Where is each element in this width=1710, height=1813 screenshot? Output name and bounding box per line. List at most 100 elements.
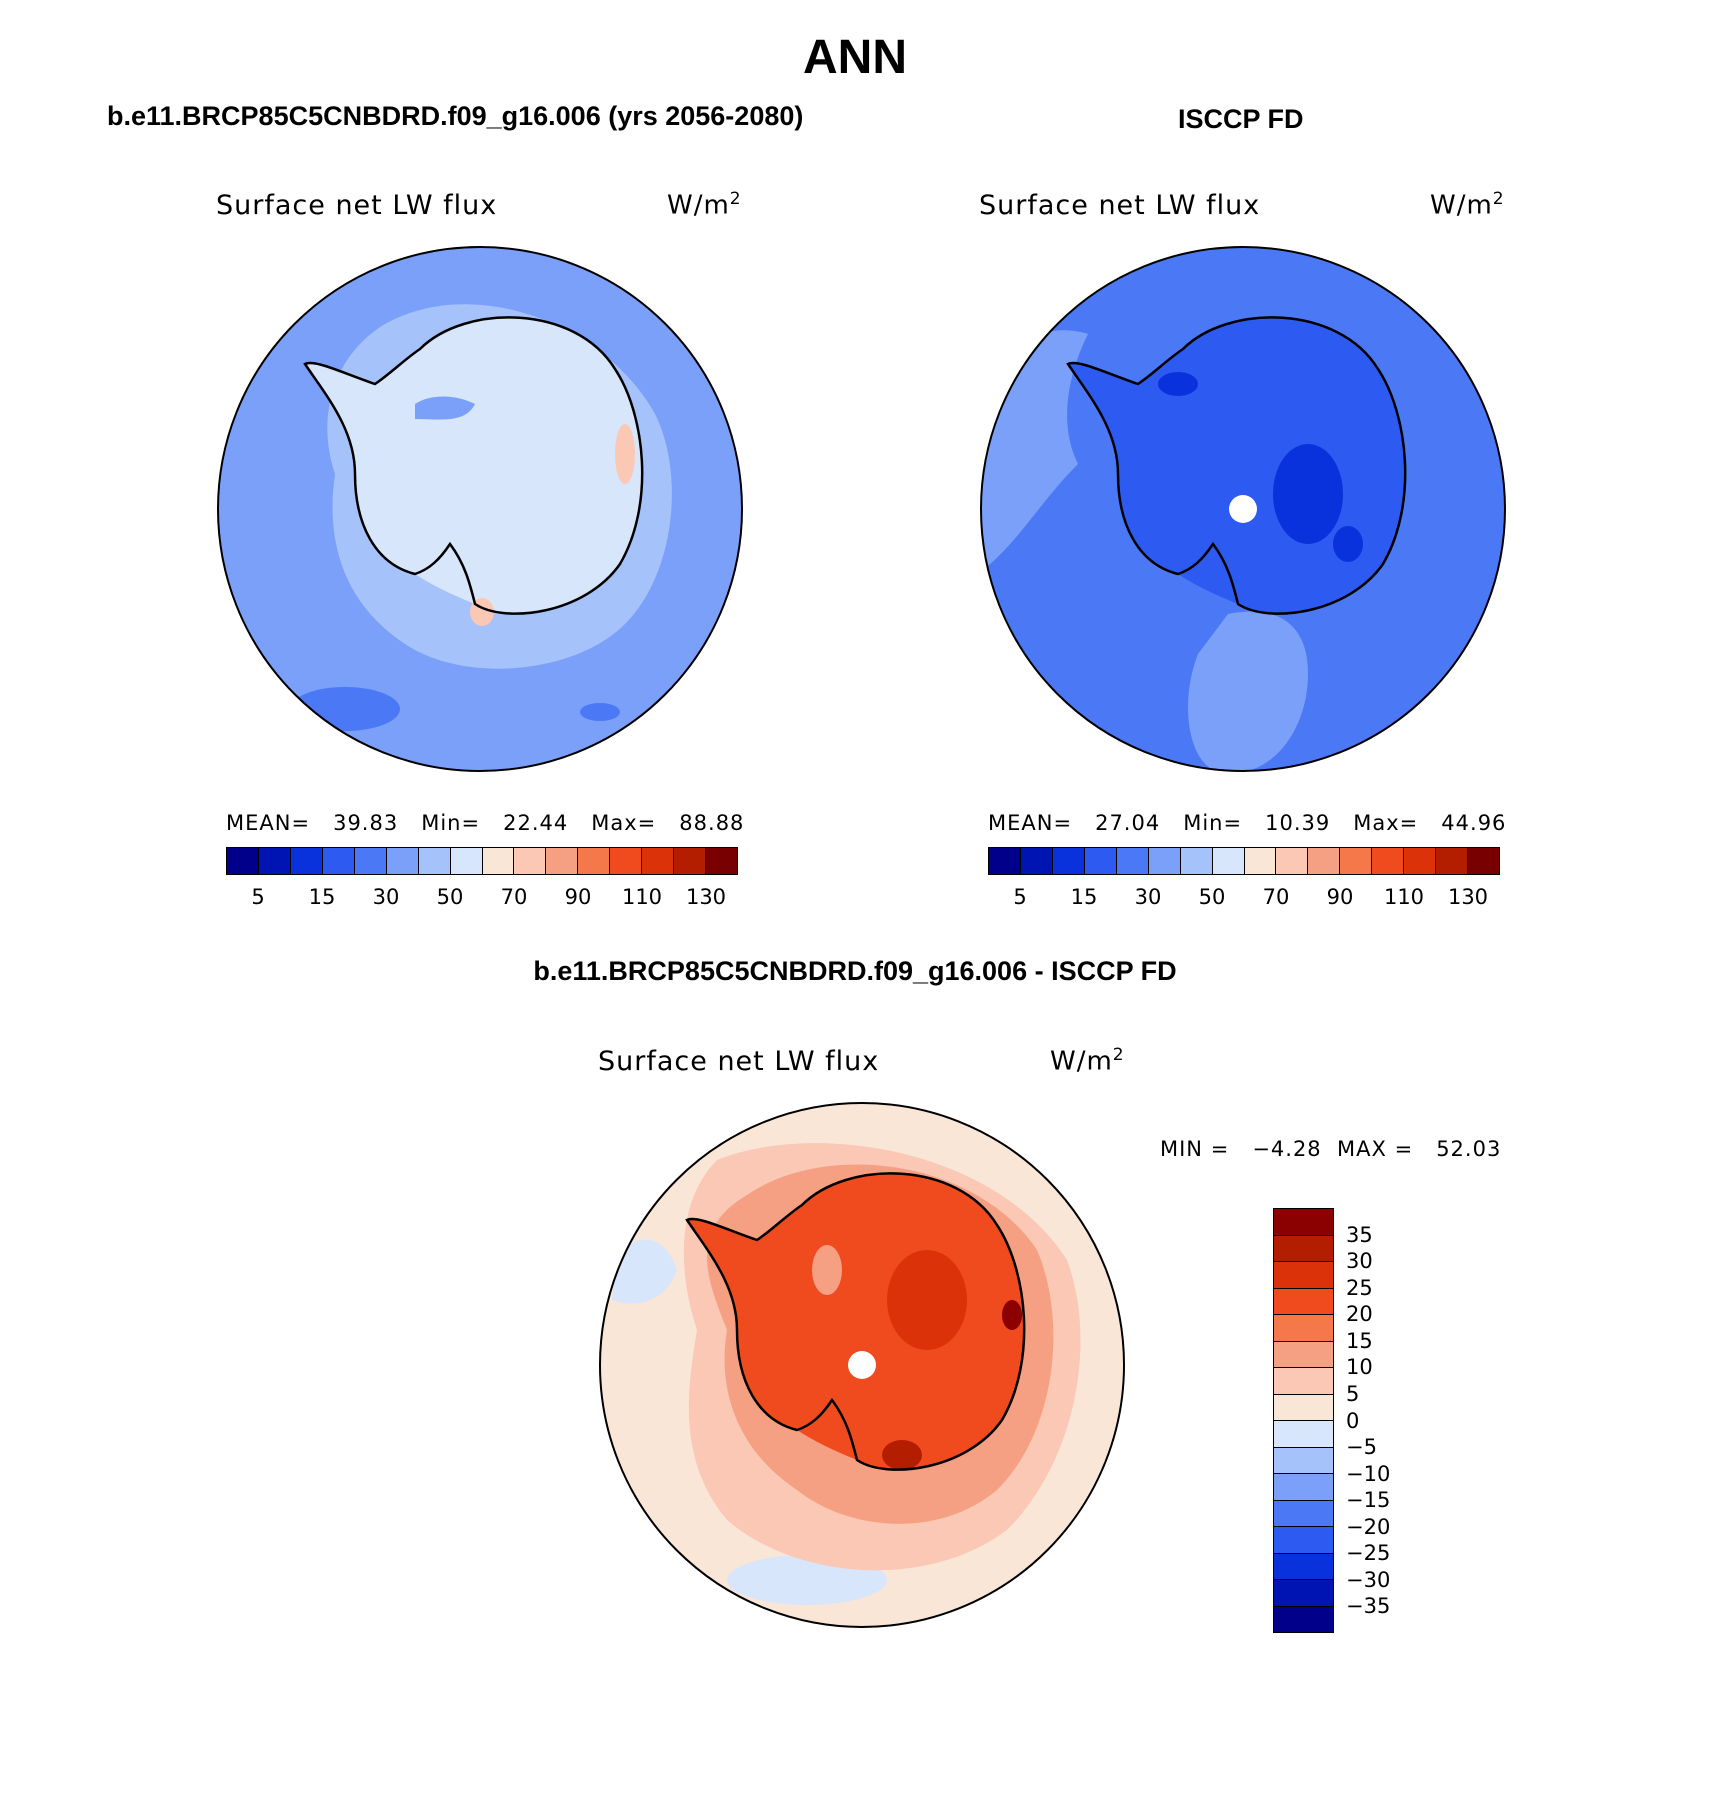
colorbar-box [1274,1446,1333,1473]
colorbar-tick-label: −10 [1346,1461,1391,1486]
colorbar-box [1274,1261,1333,1288]
colorbar-box [1179,848,1212,874]
colorbar-box [353,848,386,874]
colorbar-box [1274,1234,1333,1261]
colorbar-tick-label: 50 [436,885,464,909]
colorbar-box [449,848,482,874]
colorbar-tick-label: 110 [621,885,663,909]
diff-continent-fill [687,1173,1025,1470]
diff-case-title: b.e11.BRCP85C5CNBDRD.f09_g16.006 - ISCCP… [533,956,1177,986]
colorbar-tick-label: 5 [1346,1381,1360,1406]
colorbar-box [1274,1473,1333,1500]
colorbar-box [289,848,322,874]
colorbar-tick-label: −20 [1346,1514,1391,1539]
model-map-boundary [217,246,743,772]
model-continent-fill [305,317,643,614]
obs-low-spot-3 [1333,526,1363,562]
colorbar-tick-label: 30 [372,885,400,909]
colorbar-box [1274,1420,1333,1447]
colorbar-box [1467,848,1499,874]
colorbar-box [609,848,642,874]
colorbar-tick-label: 110 [1383,885,1425,909]
colorbar-tick-label: 70 [500,885,528,909]
diff-hot-spot-3 [1002,1300,1022,1330]
colorbar-box [385,848,418,874]
colorbar-box [1051,848,1084,874]
model-plot-title: Surface net LW flux [216,190,498,221]
diff-mild-spot [812,1245,842,1295]
colorbar-box [1083,848,1116,874]
obs-plot-title: Surface net LW flux [979,190,1261,221]
colorbar-box [1147,848,1180,874]
obs-case-title: ISCCP FD [1178,104,1304,134]
colorbar-box [545,848,578,874]
colorbar-box [1339,848,1372,874]
colorbar-box [1371,848,1404,874]
colorbar-tick-label: 90 [564,885,592,909]
colorbar-tick-label: 0 [1346,1408,1360,1433]
colorbar-tick-label: 5 [251,885,265,909]
colorbar-box [673,848,706,874]
colorbar-box [417,848,450,874]
diff-hot-spot [887,1250,967,1350]
model-coastline [303,316,644,615]
model-stats: MEAN= 39.83 Min= 22.44 Max= 88.88 [226,811,745,835]
colorbar-box [227,848,258,874]
colorbar-tick-label: 10 [1346,1355,1373,1380]
colorbar-tick-label: 25 [1346,1275,1373,1300]
colorbar-tick-label: 30 [1346,1249,1373,1274]
colorbar-tick-label: −25 [1346,1541,1391,1566]
diff-colorbar-ticks: 35 30 25 20 15 10 5 0 −5 −10 −15 −20 −25 −30 −35 [1346,1208,1446,1633]
obs-pole-hole [1229,495,1257,523]
colorbar-box [321,848,354,874]
colorbar-tick-label: 90 [1326,885,1354,909]
diff-plot-title: Surface net LW flux [598,1046,880,1077]
diff-units: W/m2 [1050,1045,1125,1077]
obs-sea-ice-south [1188,611,1308,771]
colorbar-box [705,848,737,874]
colorbar-tick-label: 5 [1013,885,1027,909]
colorbar-box [989,848,1020,874]
colorbar-tick-label: −5 [1346,1435,1377,1460]
obs-coastline [1066,316,1407,615]
colorbar-tick-label: 15 [1346,1328,1373,1353]
colorbar-box [1274,1340,1333,1367]
colorbar-box [1274,1367,1333,1394]
colorbar-box [1115,848,1148,874]
diff-stats: MIN = −4.28 MAX = 52.03 [1160,1137,1502,1161]
colorbar-box [1019,848,1052,874]
colorbar-box [577,848,610,874]
colorbar-tick-label: −15 [1346,1488,1391,1513]
colorbar-tick-label: −35 [1346,1594,1391,1619]
colorbar-tick-label: −30 [1346,1567,1391,1592]
colorbar-tick-label: 35 [1346,1222,1373,1247]
colorbar-tick-label: 20 [1346,1302,1373,1327]
figure-title: ANN [803,31,907,84]
colorbar-box [481,848,514,874]
obs-low-spot-2 [1158,372,1198,396]
colorbar-box [1275,848,1308,874]
colorbar-box [1243,848,1276,874]
colorbar-box [1274,1287,1333,1314]
colorbar-box [1274,1499,1333,1526]
colorbar-tick-label: 130 [1447,885,1489,909]
obs-stats: MEAN= 27.04 Min= 10.39 Max= 44.96 [988,811,1507,835]
colorbar-box [1274,1393,1333,1420]
colorbar-box [257,848,290,874]
model-low-patch-2 [580,703,620,721]
colorbar-box [1435,848,1468,874]
colorbar-box [1274,1579,1333,1606]
diff-hot-spot-2 [882,1440,922,1470]
obs-low-spot [1273,444,1343,544]
colorbar-box [1274,1605,1333,1632]
obs-map-boundary [980,246,1506,772]
colorbar-box [1307,848,1340,874]
model-case-title: b.e11.BRCP85C5CNBDRD.f09_g16.006 (yrs 20… [107,101,804,131]
colorbar-tick-label: 70 [1262,885,1290,909]
colorbar-box [1274,1209,1333,1235]
model-colorbar-ticks: 5 15 30 50 70 90 110 130 [226,884,738,910]
colorbar-tick-label: 30 [1134,885,1162,909]
colorbar-box [1274,1552,1333,1579]
diff-map-boundary [599,1102,1125,1628]
colorbar-box [1274,1526,1333,1553]
